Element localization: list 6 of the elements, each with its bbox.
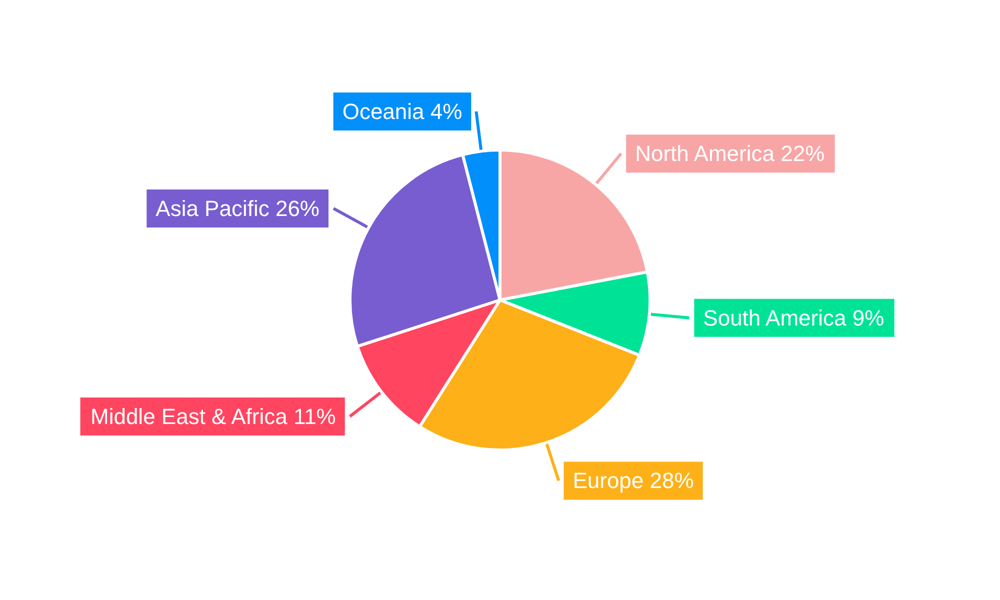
slice-label: North America 22% [635, 141, 825, 166]
slice-label: South America 9% [703, 305, 884, 330]
slice-label: Europe 28% [572, 468, 694, 494]
slice-label: Asia Pacific 26% [156, 196, 320, 221]
slice-label: Oceania 4% [342, 99, 462, 124]
slice-label: Middle East & Africa 11% [90, 404, 336, 429]
